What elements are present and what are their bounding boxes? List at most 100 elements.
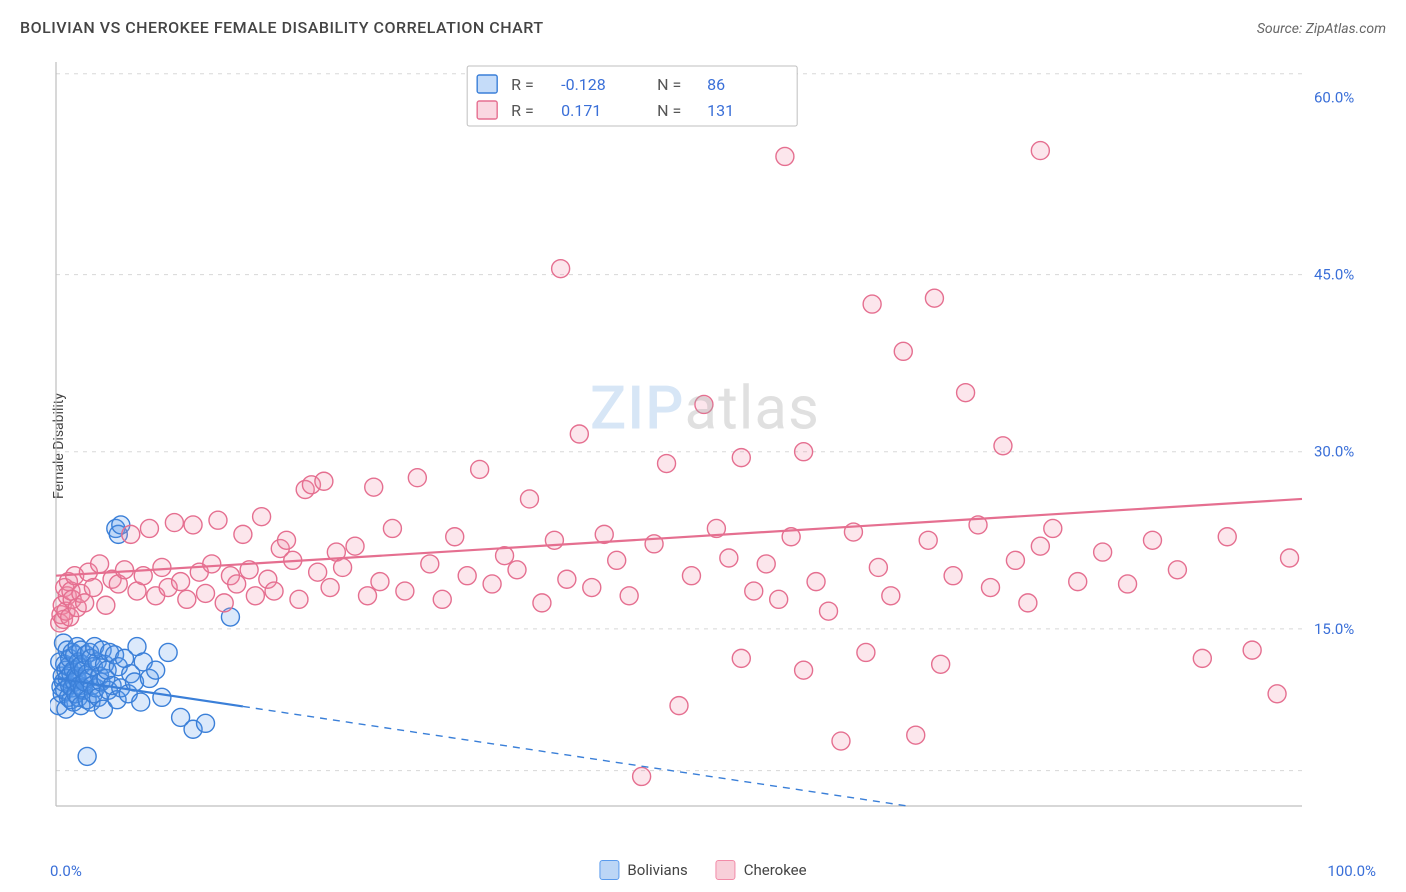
data-point-cherokee (608, 551, 626, 569)
scatter-plot: 15.0%30.0%45.0%60.0%R =-0.128N =86R =0.1… (50, 54, 1360, 824)
legend-label-cherokee: Cherokee (744, 861, 807, 879)
data-point-cherokee (776, 147, 794, 165)
data-point-cherokee (894, 342, 912, 360)
data-point-cherokee (483, 575, 501, 593)
data-point-cherokee (253, 508, 271, 526)
data-point-cherokee (1019, 594, 1037, 612)
data-point-cherokee (520, 490, 538, 508)
data-point-cherokee (757, 555, 775, 573)
data-point-cherokee (857, 643, 875, 661)
data-point-cherokee (720, 549, 738, 567)
data-point-cherokee (770, 590, 788, 608)
stats-swatch (477, 101, 497, 119)
y-tick-label: 15.0% (1314, 620, 1354, 638)
legend-swatch-cherokee (716, 860, 736, 880)
stats-n-value: 86 (707, 75, 725, 94)
data-point-cherokee (533, 594, 551, 612)
data-point-bolivians (159, 643, 177, 661)
data-point-cherokee (907, 726, 925, 744)
data-point-cherokee (91, 555, 109, 573)
x-axis-tick-min: 0.0% (50, 862, 82, 880)
data-point-cherokee (396, 582, 414, 600)
data-point-cherokee (869, 558, 887, 576)
x-axis-tick-max: 100.0% (1327, 862, 1376, 880)
stats-n-value: 131 (707, 101, 734, 120)
chart-title: BOLIVIAN VS CHEROKEE FEMALE DISABILITY C… (20, 18, 544, 37)
data-point-cherokee (365, 478, 383, 496)
stats-swatch (477, 75, 497, 93)
source-attribution: Source: ZipAtlas.com (1257, 21, 1386, 37)
data-point-cherokee (383, 519, 401, 537)
data-point-cherokee (165, 514, 183, 532)
data-point-cherokee (140, 519, 158, 537)
data-point-cherokee (633, 767, 651, 785)
stats-r-label: R = (511, 75, 534, 94)
data-point-cherokee (446, 528, 464, 546)
stats-n-label: N = (657, 101, 681, 120)
data-point-cherokee (670, 697, 688, 715)
y-tick-label: 45.0% (1314, 266, 1354, 284)
data-point-cherokee (795, 661, 813, 679)
data-point-cherokee (732, 449, 750, 467)
data-point-cherokee (433, 590, 451, 608)
data-point-cherokee (1094, 543, 1112, 561)
data-point-cherokee (832, 732, 850, 750)
data-point-bolivians (78, 747, 96, 765)
data-point-cherokee (695, 395, 713, 413)
data-point-bolivians (153, 688, 171, 706)
data-point-cherokee (820, 602, 838, 620)
data-point-cherokee (1069, 573, 1087, 591)
data-point-cherokee (278, 531, 296, 549)
data-point-cherokee (315, 472, 333, 490)
data-point-cherokee (745, 582, 763, 600)
data-point-cherokee (545, 531, 563, 549)
data-point-cherokee (184, 516, 202, 534)
data-point-cherokee (290, 590, 308, 608)
data-point-cherokee (1119, 575, 1137, 593)
data-point-cherokee (408, 469, 426, 487)
data-point-cherokee (552, 260, 570, 278)
data-point-cherokee (658, 455, 676, 473)
data-point-cherokee (682, 567, 700, 585)
data-point-cherokee (982, 579, 1000, 597)
data-point-cherokee (122, 525, 140, 543)
data-point-cherokee (228, 575, 246, 593)
data-point-cherokee (944, 567, 962, 585)
data-point-cherokee (346, 537, 364, 555)
data-point-cherokee (570, 425, 588, 443)
data-point-cherokee (471, 460, 489, 478)
data-point-cherokee (246, 587, 264, 605)
data-point-cherokee (215, 594, 233, 612)
data-point-cherokee (932, 655, 950, 673)
data-point-cherokee (1193, 649, 1211, 667)
data-point-bolivians (197, 714, 215, 732)
data-point-cherokee (1268, 685, 1286, 703)
chart-svg: 15.0%30.0%45.0%60.0%R =-0.128N =86R =0.1… (50, 54, 1360, 824)
y-tick-label: 30.0% (1314, 443, 1354, 461)
legend-swatch-bolivians (599, 860, 619, 880)
data-point-cherokee (795, 443, 813, 461)
stats-r-value: 0.171 (561, 101, 601, 120)
data-point-cherokee (1006, 551, 1024, 569)
data-point-cherokee (153, 558, 171, 576)
data-point-cherokee (321, 579, 339, 597)
data-point-cherokee (265, 582, 283, 600)
legend-label-bolivians: Bolivians (627, 861, 687, 879)
data-point-cherokee (583, 579, 601, 597)
stats-n-label: N = (657, 75, 681, 94)
data-point-cherokee (203, 555, 221, 573)
data-point-cherokee (172, 573, 190, 591)
data-point-cherokee (421, 555, 439, 573)
data-point-cherokee (863, 295, 881, 313)
data-point-cherokee (84, 579, 102, 597)
data-point-cherokee (209, 511, 227, 529)
data-point-cherokee (807, 573, 825, 591)
data-point-bolivians (132, 693, 150, 711)
data-point-cherokee (732, 649, 750, 667)
data-point-bolivians (147, 661, 165, 679)
data-point-cherokee (994, 437, 1012, 455)
data-point-cherokee (1168, 561, 1186, 579)
data-point-cherokee (925, 289, 943, 307)
data-point-cherokee (334, 558, 352, 576)
trend-line-dashed-bolivians (243, 706, 908, 806)
